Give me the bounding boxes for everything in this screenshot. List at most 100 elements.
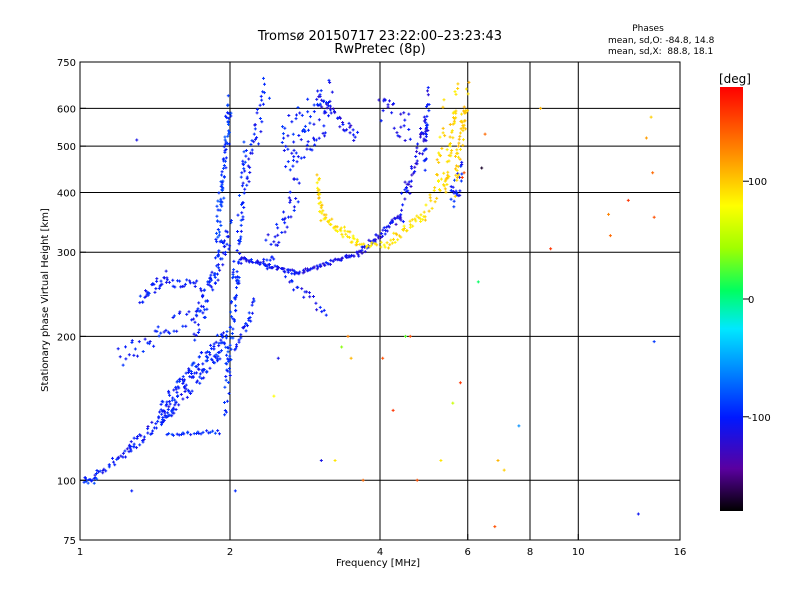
data-point	[290, 268, 294, 272]
data-point	[349, 124, 353, 128]
data-point	[275, 222, 279, 226]
data-point	[223, 385, 227, 389]
data-point	[439, 177, 443, 181]
data-point	[225, 111, 229, 115]
data-point	[211, 429, 215, 433]
data-point	[188, 281, 192, 285]
data-point	[424, 147, 428, 151]
data-point	[259, 261, 263, 265]
data-point	[217, 432, 221, 436]
data-point	[367, 238, 371, 242]
data-point	[194, 313, 198, 317]
data-point	[182, 284, 186, 288]
data-point	[141, 350, 145, 354]
data-point	[197, 367, 201, 371]
data-point	[427, 209, 431, 213]
data-point	[433, 200, 437, 204]
data-point	[220, 189, 224, 193]
data-point	[422, 210, 426, 214]
data-point	[317, 136, 321, 140]
data-point	[163, 411, 167, 415]
data-point	[413, 217, 417, 221]
data-point	[221, 179, 225, 183]
data-point	[159, 402, 163, 406]
data-point	[426, 103, 430, 107]
data-point	[241, 215, 245, 219]
data-point	[401, 203, 405, 207]
data-point	[227, 142, 231, 146]
data-point	[328, 262, 332, 266]
data-point	[447, 174, 451, 178]
data-point	[425, 125, 429, 129]
data-point	[206, 299, 210, 303]
data-point	[188, 375, 192, 379]
data-point	[426, 123, 430, 127]
data-point	[407, 127, 411, 131]
data-point	[317, 196, 321, 200]
data-point	[167, 432, 171, 436]
data-point	[325, 102, 329, 106]
data-point	[289, 215, 293, 219]
data-point	[294, 197, 298, 201]
data-point	[332, 226, 336, 230]
data-point	[223, 138, 227, 142]
data-point	[258, 263, 262, 267]
data-point	[216, 235, 220, 239]
data-point	[454, 173, 458, 177]
data-point	[408, 137, 412, 141]
data-point	[466, 92, 470, 96]
data-point	[331, 259, 335, 263]
data-point	[223, 142, 227, 146]
data-point	[298, 111, 302, 115]
data-point	[433, 186, 437, 190]
data-point	[409, 179, 413, 183]
data-point	[320, 105, 324, 109]
data-point	[224, 156, 228, 160]
data-point	[220, 181, 224, 185]
data-point	[462, 171, 466, 175]
data-point	[160, 399, 164, 403]
data-point	[370, 241, 374, 245]
data-point	[312, 103, 316, 107]
data-point	[220, 204, 224, 208]
data-point	[356, 239, 360, 243]
data-point	[291, 132, 295, 136]
data-point	[185, 278, 189, 282]
data-point	[218, 357, 222, 361]
data-point	[341, 123, 345, 127]
data-point	[250, 148, 254, 152]
data-point	[396, 134, 400, 138]
data-point	[303, 124, 307, 128]
data-point	[317, 118, 321, 122]
data-point	[167, 413, 171, 417]
x-tick-label: 6	[465, 547, 471, 558]
data-point	[377, 98, 381, 102]
data-point	[164, 269, 168, 273]
data-point	[358, 249, 362, 253]
data-point	[159, 331, 163, 335]
data-point	[374, 233, 378, 237]
data-point	[322, 124, 326, 128]
data-point	[250, 303, 254, 307]
data-point	[241, 181, 245, 185]
data-point	[239, 336, 243, 340]
data-point	[445, 148, 449, 152]
data-point	[626, 198, 630, 202]
data-points	[82, 76, 656, 529]
data-point	[443, 134, 447, 138]
data-point	[240, 211, 244, 215]
data-point	[221, 251, 225, 255]
data-point	[340, 256, 344, 260]
data-point	[223, 250, 227, 254]
data-point	[224, 375, 228, 379]
data-point	[318, 210, 322, 214]
data-point	[319, 89, 323, 93]
data-point	[183, 282, 187, 286]
data-point	[369, 243, 373, 247]
y-tick-label: 600	[57, 104, 76, 115]
data-point	[392, 102, 396, 106]
data-point	[406, 189, 410, 193]
data-point	[449, 154, 453, 158]
data-point	[154, 426, 158, 430]
data-point	[292, 205, 296, 209]
